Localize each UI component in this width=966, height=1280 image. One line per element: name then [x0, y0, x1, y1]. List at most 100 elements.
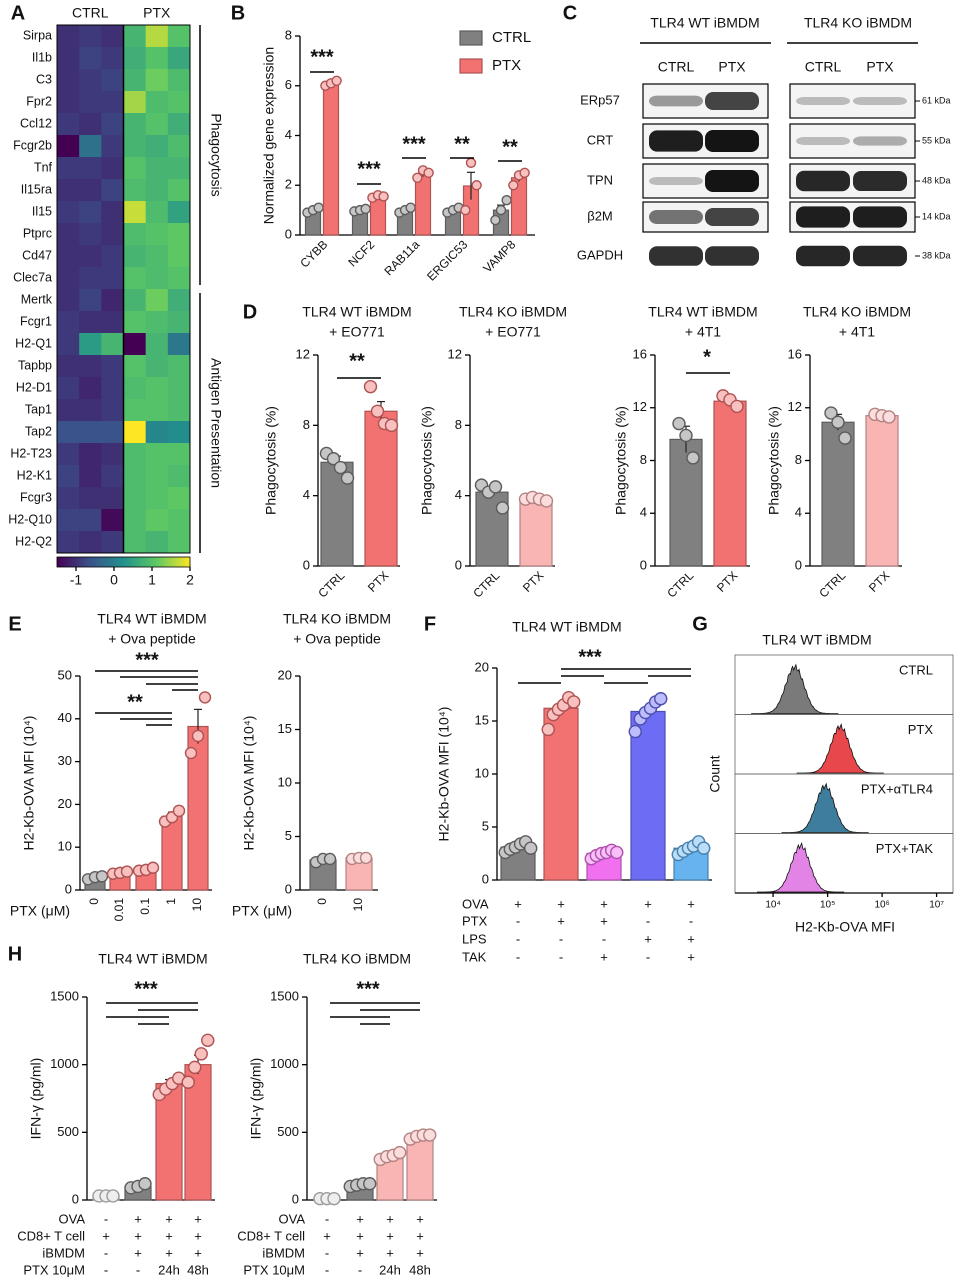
- heat-cell: [123, 399, 147, 422]
- heat-cell: [79, 91, 102, 114]
- heat-cell: [79, 399, 102, 422]
- lane-label: PTX: [866, 59, 894, 75]
- chart-title: TLR4 KO iBMDM: [303, 951, 411, 967]
- heat-cell: [79, 443, 102, 466]
- data-point: [488, 480, 503, 494]
- heat-cell: [101, 443, 124, 466]
- heat-cell: [101, 311, 124, 334]
- data-point: [679, 428, 693, 443]
- heat-cell: [57, 47, 80, 70]
- x-tick-label: VAMP8: [480, 237, 518, 275]
- data-point: [610, 845, 624, 860]
- heat-cell: [57, 399, 80, 422]
- x-tick-label: CYBB: [297, 237, 330, 270]
- row-label: Il15: [32, 204, 52, 218]
- y-tick-label: 5: [482, 818, 489, 833]
- blot-band: [796, 137, 850, 145]
- heat-cell: [101, 355, 124, 378]
- y-tick-label: 0: [65, 881, 72, 896]
- heat-cell: [145, 311, 169, 334]
- row-label: Cd47: [22, 248, 52, 262]
- data-point: [628, 724, 642, 739]
- y-axis-label: H2-Kb-OVA MFI (10⁴): [21, 716, 37, 851]
- heat-cell: [145, 223, 169, 246]
- heat-cell: [145, 25, 169, 48]
- heat-cell: [167, 179, 191, 202]
- heat-cell: [57, 135, 80, 158]
- chart-title: TLR4 WT iBMDM: [762, 632, 871, 648]
- heat-cell: [101, 91, 124, 114]
- heat-cell: [123, 267, 147, 290]
- panel-letter: G: [692, 613, 708, 635]
- heat-cell: [57, 201, 80, 224]
- row-label: H2-K1: [17, 468, 52, 482]
- heat-cell: [79, 487, 102, 510]
- y-tick-label: 8: [795, 452, 802, 467]
- row-label: Mertk: [21, 292, 53, 306]
- bar: [630, 710, 666, 881]
- heat-cell: [101, 267, 124, 290]
- y-axis-label: Normalized gene expression: [261, 47, 277, 224]
- blot-band: [853, 97, 907, 105]
- x-tick-label: ERGIC53: [424, 237, 470, 283]
- chart-subtitle: + Ova peptide: [108, 631, 196, 647]
- condition-label: TAK: [462, 949, 487, 964]
- blot-band: [796, 245, 850, 267]
- heat-cell: [123, 531, 147, 554]
- heat-cell: [167, 487, 191, 510]
- row-label: Tap1: [25, 402, 52, 416]
- heat-cell: [145, 245, 169, 268]
- condition-cell: +: [386, 1245, 394, 1260]
- heat-cell: [145, 487, 169, 510]
- data-point: [172, 804, 186, 818]
- y-tick-label: 1000: [270, 1056, 299, 1071]
- group-label: Antigen Presentation: [208, 358, 224, 488]
- data-point: [730, 399, 744, 414]
- y-tick-label: 40: [58, 710, 72, 725]
- x-axis-label: H2-Kb-OVA MFI: [795, 919, 895, 935]
- heat-cell: [79, 201, 102, 224]
- condition-cell: +: [600, 949, 608, 964]
- heat-cell: [101, 179, 124, 202]
- heat-cell: [123, 355, 147, 378]
- heat-cell: [145, 465, 169, 488]
- significance: ***: [357, 158, 381, 180]
- colorbar: [56, 556, 191, 568]
- y-tick-label: 2: [285, 177, 292, 192]
- histogram: [757, 842, 845, 893]
- series-label: CTRL: [899, 662, 933, 677]
- chart-subtitle: + 4T1: [839, 324, 875, 340]
- data-point: [393, 1145, 407, 1160]
- chart-title: TLR4 KO iBMDM: [283, 611, 391, 627]
- heat-cell: [167, 157, 191, 180]
- condition-cell: +: [557, 896, 565, 911]
- heat-cell: [79, 267, 102, 290]
- condition-cell: -: [325, 1262, 329, 1277]
- y-tick-label: 8: [285, 27, 292, 42]
- condition-cell: -: [646, 913, 650, 928]
- condition-cell: -: [689, 913, 693, 928]
- data-point: [201, 1033, 215, 1048]
- data-point: [524, 841, 538, 855]
- heat-cell: [101, 135, 124, 158]
- heat-cell: [57, 91, 80, 114]
- row-label: Sirpa: [23, 28, 52, 42]
- protein-label: TPN: [587, 172, 613, 187]
- heat-cell: [123, 47, 147, 70]
- bar: [865, 415, 899, 567]
- heat-cell: [167, 531, 191, 554]
- y-tick-label: 4: [640, 505, 647, 520]
- significance: ***: [578, 646, 602, 668]
- y-tick-label: 0: [285, 226, 292, 241]
- data-point: [188, 1060, 202, 1075]
- y-tick-label: 1500: [50, 988, 79, 1003]
- data-point: [654, 692, 668, 706]
- data-point: [539, 494, 554, 508]
- y-tick-label: 15: [278, 721, 292, 736]
- y-tick-label: 4: [455, 487, 462, 502]
- condition-cell: +: [687, 949, 695, 964]
- condition-cell: -: [325, 1211, 329, 1226]
- condition-label: PTX 10μM: [23, 1262, 85, 1277]
- y-axis-label: H2-Kb-OVA MFI (10⁴): [436, 707, 452, 842]
- condition-cell: +: [416, 1211, 424, 1226]
